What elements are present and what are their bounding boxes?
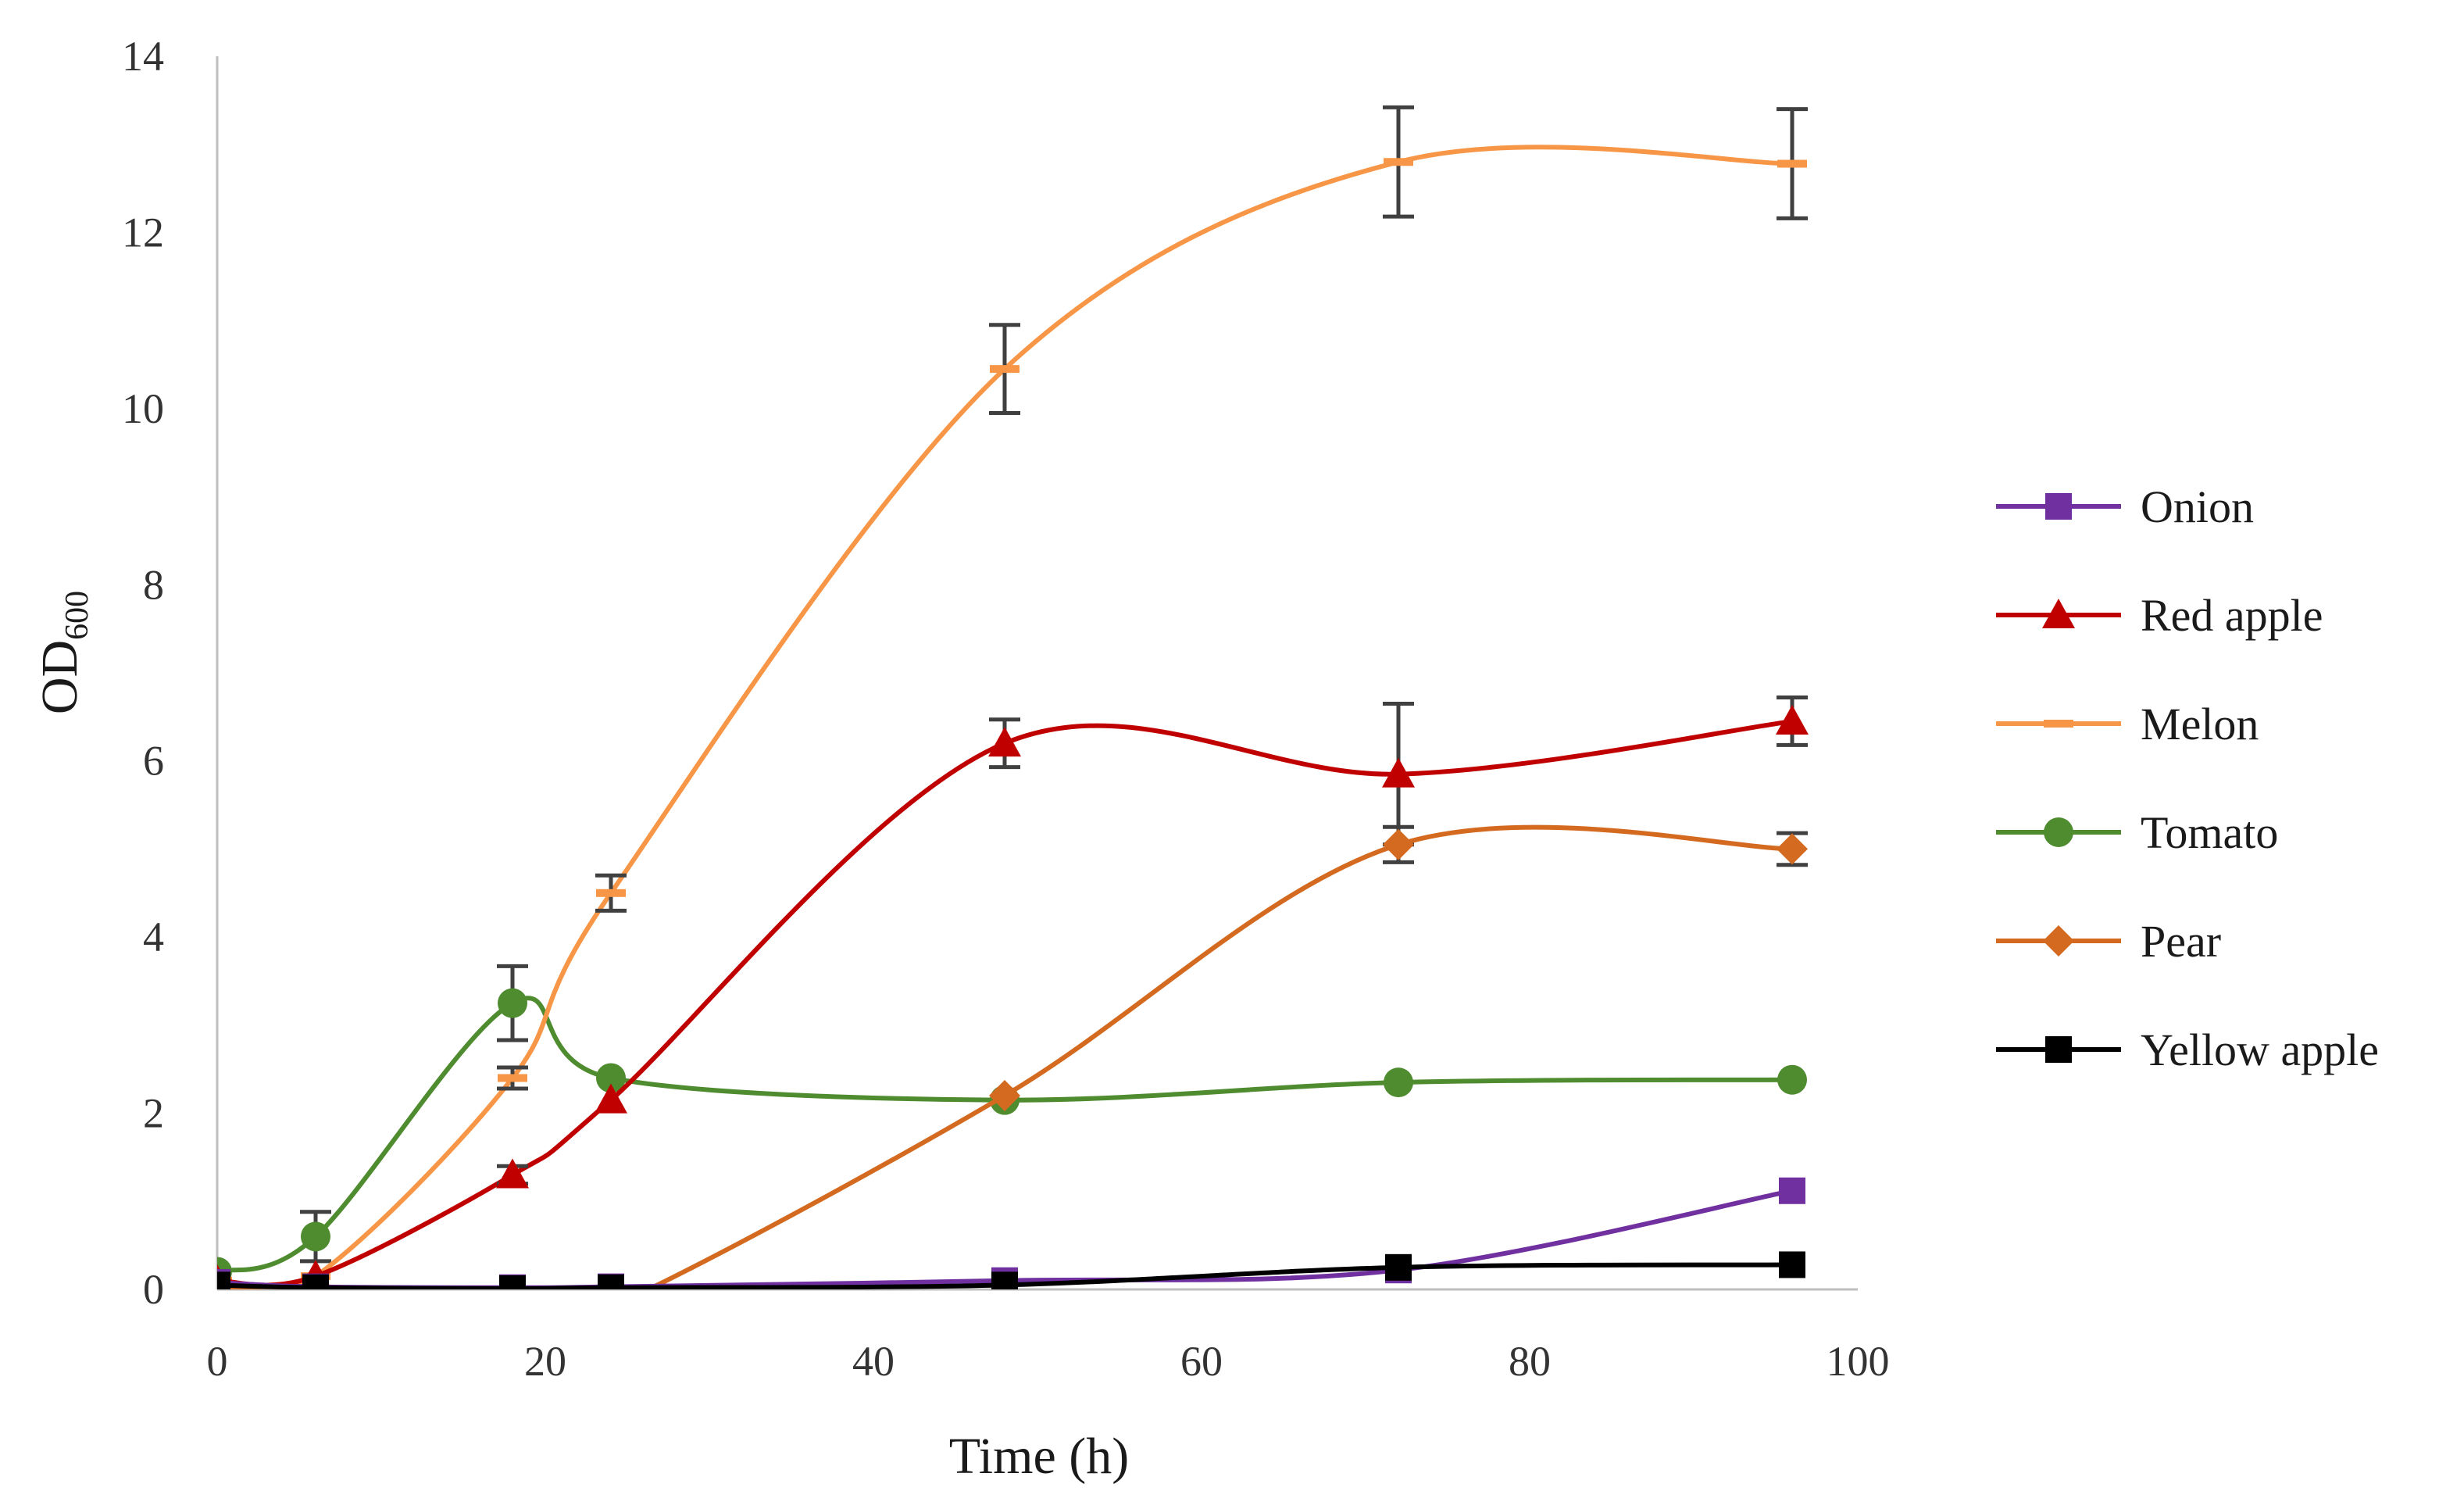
- x-tick-label: 60: [1180, 1338, 1223, 1385]
- legend-item-red-apple: Red apple: [1996, 590, 2323, 641]
- data-point: [217, 1271, 230, 1289]
- y-axis-title: OD600: [31, 591, 95, 714]
- y-axis-title-main: OD: [31, 640, 88, 714]
- data-point: [990, 365, 1020, 374]
- legend-label: Red apple: [2141, 590, 2323, 641]
- legend-swatch-marker: [2044, 817, 2073, 847]
- legend-swatch-marker: [2044, 720, 2073, 728]
- series-tomato: [217, 964, 1807, 1287]
- data-point: [991, 1271, 1018, 1289]
- data-point: [596, 889, 626, 897]
- legend-item-onion: Onion: [1996, 481, 2254, 532]
- data-point: [596, 1063, 626, 1093]
- data-point: [498, 988, 527, 1018]
- series-line: [217, 1262, 1793, 1289]
- y-tick-label: 2: [143, 1090, 164, 1137]
- data-point: [1385, 1253, 1412, 1281]
- data-point: [1384, 1067, 1413, 1098]
- legend-item-tomato: Tomato: [1996, 807, 2278, 858]
- data-point: [988, 727, 1021, 757]
- series-red-apple: [217, 695, 1809, 1289]
- series-line: [217, 719, 1793, 1288]
- data-point: [1384, 158, 1413, 166]
- data-point: [496, 1158, 529, 1189]
- y-tick-label: 10: [122, 385, 164, 432]
- y-axis-title-subscript: 600: [59, 591, 95, 640]
- series-group: [217, 105, 1809, 1289]
- legend-item-pear: Pear: [1996, 916, 2221, 967]
- series-yellow-apple: [217, 1251, 1805, 1289]
- data-point: [1777, 1064, 1807, 1095]
- legend-swatch-marker: [2043, 925, 2074, 957]
- data-point: [989, 1080, 1020, 1112]
- legend-item-melon: Melon: [1996, 699, 2259, 749]
- data-point: [302, 1274, 329, 1289]
- data-point: [595, 1083, 627, 1114]
- data-point: [1779, 1177, 1805, 1204]
- data-point: [1777, 159, 1807, 168]
- y-tick-label: 4: [143, 914, 164, 960]
- legend-swatch-marker: [2045, 1036, 2072, 1063]
- data-point: [598, 1274, 624, 1289]
- x-tick-label: 0: [207, 1338, 228, 1385]
- data-point: [1382, 757, 1415, 788]
- data-point: [498, 1074, 527, 1082]
- x-tick-label: 100: [1827, 1338, 1890, 1385]
- axes: 0 20 40 60 80 100 0 2 4 6 8 10 12 14: [122, 33, 1890, 1385]
- legend-label: Yellow apple: [2141, 1024, 2379, 1075]
- y-tick-label: 14: [122, 33, 164, 80]
- x-tick-label: 80: [1509, 1338, 1551, 1385]
- legend-swatch-marker: [2045, 493, 2072, 520]
- y-tick-label: 12: [122, 209, 164, 256]
- legend-label: Melon: [2141, 699, 2259, 749]
- y-tick-label: 0: [143, 1266, 164, 1313]
- data-point: [1776, 704, 1809, 735]
- x-tick-label: 20: [524, 1338, 566, 1385]
- data-point: [301, 1221, 330, 1252]
- legend-swatch-marker: [2042, 599, 2075, 628]
- legend: Onion Red apple Melon Tomato Pear Yellow appl…: [1996, 481, 2379, 1075]
- series-line: [217, 824, 1793, 1289]
- y-tick-label: 6: [143, 738, 164, 785]
- legend-label: Onion: [2141, 481, 2254, 532]
- data-point: [1777, 833, 1808, 865]
- y-tick-label: 8: [143, 561, 164, 608]
- data-point: [1779, 1251, 1805, 1278]
- x-tick-label: 40: [852, 1338, 895, 1385]
- legend-label: Tomato: [2141, 807, 2278, 858]
- data-point: [1383, 828, 1414, 860]
- legend-label: Pear: [2141, 916, 2221, 967]
- series-line: [217, 996, 1793, 1275]
- x-axis-title: Time (h): [949, 1428, 1129, 1485]
- series-melon: [217, 105, 1808, 1289]
- data-point: [499, 1275, 526, 1289]
- legend-item-yellow-apple: Yellow apple: [1996, 1024, 2379, 1075]
